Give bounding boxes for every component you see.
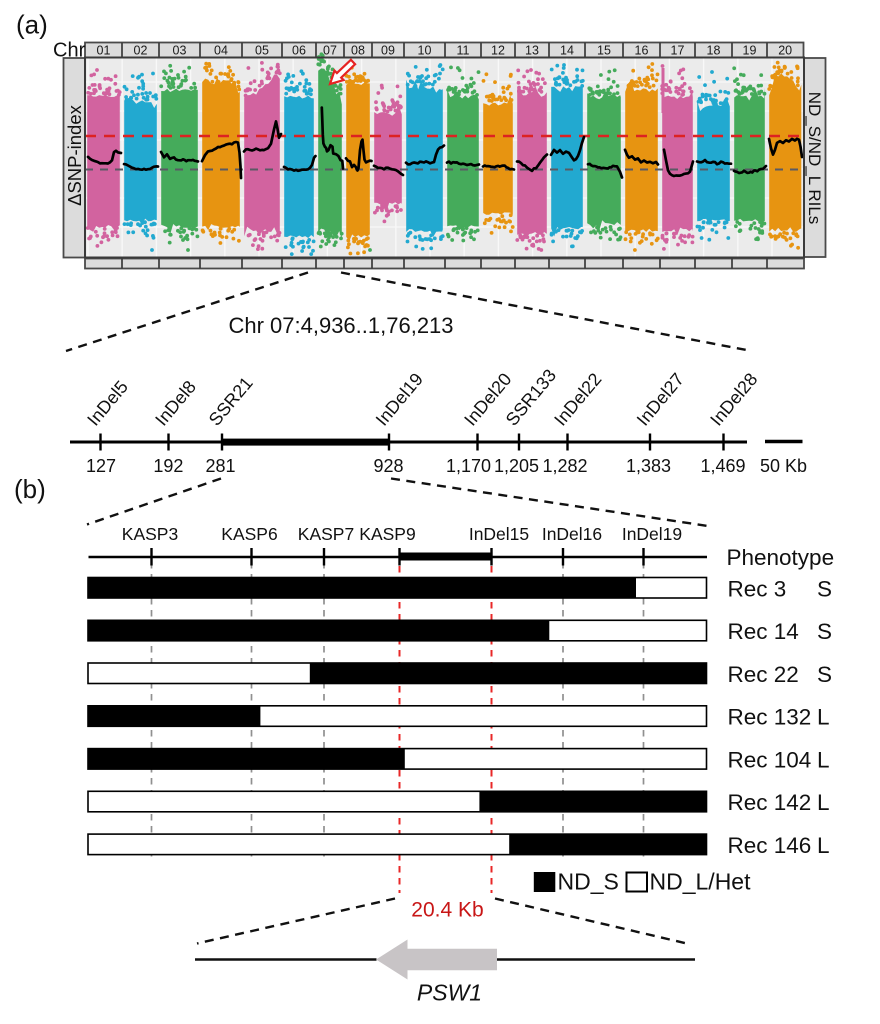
svg-text:07: 07 [323,43,337,57]
svg-text:1,205: 1,205 [494,456,539,476]
svg-text:Chr 07:4,936..1,76,213: Chr 07:4,936..1,76,213 [228,313,453,338]
svg-text:(a): (a) [16,10,48,40]
svg-text:127: 127 [86,456,116,476]
svg-text:KASP3: KASP3 [122,524,178,544]
svg-text:17: 17 [671,43,685,57]
svg-text:02: 02 [134,43,148,57]
svg-text:Rec 146: Rec 146 [728,833,812,858]
svg-text:09: 09 [381,43,395,57]
svg-text:18: 18 [707,43,721,57]
svg-text:ND_L/Het: ND_L/Het [650,869,752,895]
svg-text:13: 13 [525,43,539,57]
svg-text:PSW1: PSW1 [417,980,482,1006]
svg-text:05: 05 [255,43,269,57]
svg-text:KASP7: KASP7 [298,524,354,544]
svg-text:S: S [817,662,832,687]
svg-text:19: 19 [743,43,757,57]
svg-text:1,170: 1,170 [446,456,491,476]
svg-text:ND_S/ND_L RILs: ND_S/ND_L RILs [805,92,824,225]
svg-text:ND_S: ND_S [558,869,619,895]
svg-text:S: S [817,576,832,601]
svg-text:50 Kb: 50 Kb [760,456,807,476]
svg-text:1,282: 1,282 [542,456,587,476]
svg-text:03: 03 [173,43,187,57]
svg-text:InDel15: InDel15 [469,524,529,544]
svg-text:L: L [817,747,830,772]
svg-text:Rec 3: Rec 3 [728,576,787,601]
svg-text:InDel19: InDel19 [622,524,682,544]
svg-text:12: 12 [491,43,505,57]
svg-text:928: 928 [373,456,403,476]
svg-text:(b): (b) [14,474,46,504]
svg-text:16: 16 [635,43,649,57]
svg-text:01: 01 [97,43,111,57]
svg-text:20.4 Kb: 20.4 Kb [411,899,483,922]
svg-text:Rec 14: Rec 14 [728,619,799,644]
svg-text:Rec 132: Rec 132 [728,705,812,730]
svg-text:14: 14 [560,43,574,57]
svg-text:L: L [817,790,830,815]
svg-text:192: 192 [153,456,183,476]
svg-text:Rec 104: Rec 104 [728,747,812,772]
svg-text:10: 10 [418,43,432,57]
svg-text:S: S [817,619,832,644]
svg-text:11: 11 [457,43,470,57]
svg-text:08: 08 [351,43,365,57]
svg-text:1,383: 1,383 [626,456,671,476]
svg-text:ΔSNP-index: ΔSNP-index [64,104,85,206]
svg-text:04: 04 [214,43,228,57]
svg-text:281: 281 [205,456,235,476]
svg-text:L: L [817,833,830,858]
svg-text:Phenotype: Phenotype [727,545,835,570]
svg-text:15: 15 [597,43,611,57]
svg-text:L: L [817,705,830,730]
svg-text:06: 06 [292,43,306,57]
svg-text:Chr: Chr [53,40,86,62]
svg-text:Rec 22: Rec 22 [728,662,799,687]
svg-text:20: 20 [778,43,792,57]
svg-text:KASP6: KASP6 [221,524,277,544]
svg-text:InDel16: InDel16 [542,524,602,544]
svg-text:KASP9: KASP9 [359,524,415,544]
svg-text:Rec 142: Rec 142 [728,790,812,815]
svg-text:1,469: 1,469 [700,456,745,476]
